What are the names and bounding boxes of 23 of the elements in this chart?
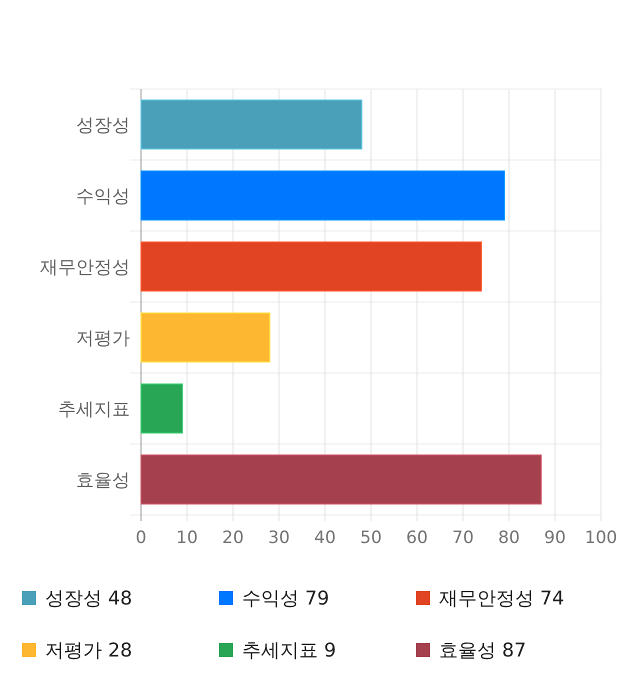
legend-label: 효율성 87 xyxy=(439,640,526,662)
y-tick-label: 수익성 xyxy=(76,186,130,207)
legend-label: 성장성 48 xyxy=(45,588,132,610)
y-tick-label: 재무안정성 xyxy=(40,256,130,278)
legend-label: 수익성 79 xyxy=(242,588,330,610)
x-tick-label: 10 xyxy=(176,528,198,548)
y-tick-label: 성장성 xyxy=(76,114,130,136)
legend-label: 저평가 28 xyxy=(45,640,132,662)
y-tick-label: 추세지표 xyxy=(58,398,130,420)
x-tick-label: 100 xyxy=(584,528,618,548)
x-tick-label: 80 xyxy=(498,528,520,548)
x-tick-label: 20 xyxy=(222,528,244,548)
x-tick-label: 90 xyxy=(544,528,566,548)
x-tick-label: 70 xyxy=(452,528,474,548)
x-tick-label: 50 xyxy=(360,528,382,548)
legend-label: 재무안정성 74 xyxy=(439,588,564,610)
x-tick-label: 60 xyxy=(406,528,428,548)
x-tick-label: 30 xyxy=(268,528,290,548)
y-tick-label: 저평가 xyxy=(76,328,130,349)
legend-label: 추세지표 9 xyxy=(242,640,336,662)
x-tick-label: 40 xyxy=(314,528,336,548)
x-tick-label: 0 xyxy=(136,528,146,548)
y-tick-label: 효율성 xyxy=(76,470,130,491)
